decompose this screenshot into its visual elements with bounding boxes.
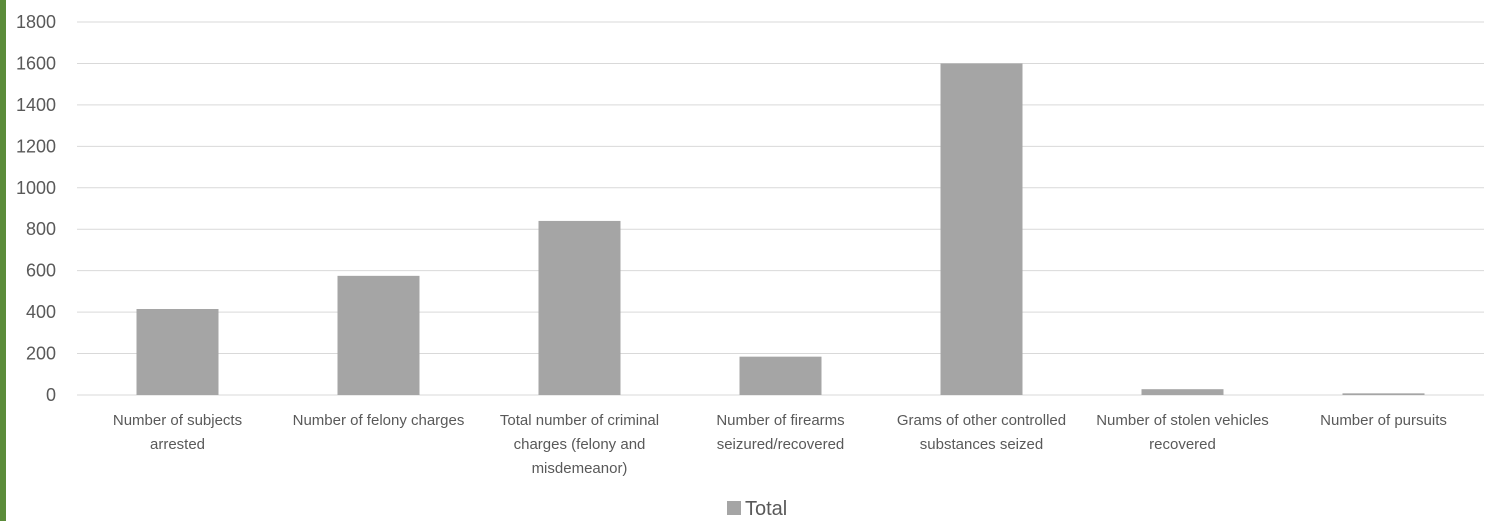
bar (337, 275, 420, 395)
gridlines (77, 21, 1484, 396)
bar (1141, 389, 1224, 395)
bar (940, 63, 1023, 395)
legend: Total (727, 498, 787, 520)
y-tick-label: 1600 (16, 53, 56, 73)
x-category-label: Total number of criminal charges (felony … (500, 412, 659, 477)
x-category-label: Number of stolen vehicles recovered (1096, 412, 1269, 453)
x-category-label-line: Number of stolen vehicles (1096, 412, 1269, 429)
x-category-label: Number of firearms seizured/recovered (716, 412, 844, 453)
y-tick-label: 1400 (16, 95, 56, 115)
x-category-label: Number of felony charges (293, 412, 465, 429)
y-tick-label: 1200 (16, 136, 56, 156)
x-category-label-line: Number of pursuits (1320, 412, 1447, 429)
y-axis-tick-labels: 0 200 400 600 800 1000 1200 1400 1600 1800 (16, 12, 56, 405)
x-category-label: Number of subjects arrested (113, 412, 242, 453)
x-axis-category-labels: Number of subjects arrested Number of felo… (113, 412, 1447, 477)
left-edge-accent-bar (0, 0, 6, 521)
x-category-label-line: substances seized (920, 436, 1043, 453)
x-category-label-line: Number of subjects (113, 412, 242, 429)
bar (739, 356, 822, 395)
y-tick-label: 1000 (16, 178, 56, 198)
legend-label-total: Total (745, 498, 787, 520)
x-category-label-line: recovered (1149, 436, 1216, 453)
x-category-label: Number of pursuits (1320, 412, 1447, 429)
y-tick-label: 600 (26, 261, 56, 281)
x-category-label-line: Grams of other controlled (897, 412, 1066, 429)
y-tick-label: 200 (26, 344, 56, 364)
x-category-label-line: Number of firearms (716, 412, 844, 429)
x-category-label-line: charges (felony and (514, 436, 646, 453)
bar (538, 220, 621, 395)
bars (136, 63, 1425, 395)
x-category-label-line: seizured/recovered (717, 436, 845, 453)
y-tick-label: 800 (26, 219, 56, 239)
bar (1342, 393, 1425, 395)
x-category-label: Grams of other controlled substances seiz… (897, 412, 1066, 453)
y-tick-label: 0 (46, 385, 56, 405)
x-category-label-line: arrested (150, 436, 205, 453)
y-tick-label: 1800 (16, 12, 56, 32)
y-tick-label: 400 (26, 302, 56, 322)
x-category-label-line: Total number of criminal (500, 412, 659, 429)
bar (136, 309, 219, 395)
x-category-label-line: Number of felony charges (293, 412, 465, 429)
legend-swatch-total (727, 501, 741, 515)
x-category-label-line: misdemeanor) (532, 460, 628, 477)
